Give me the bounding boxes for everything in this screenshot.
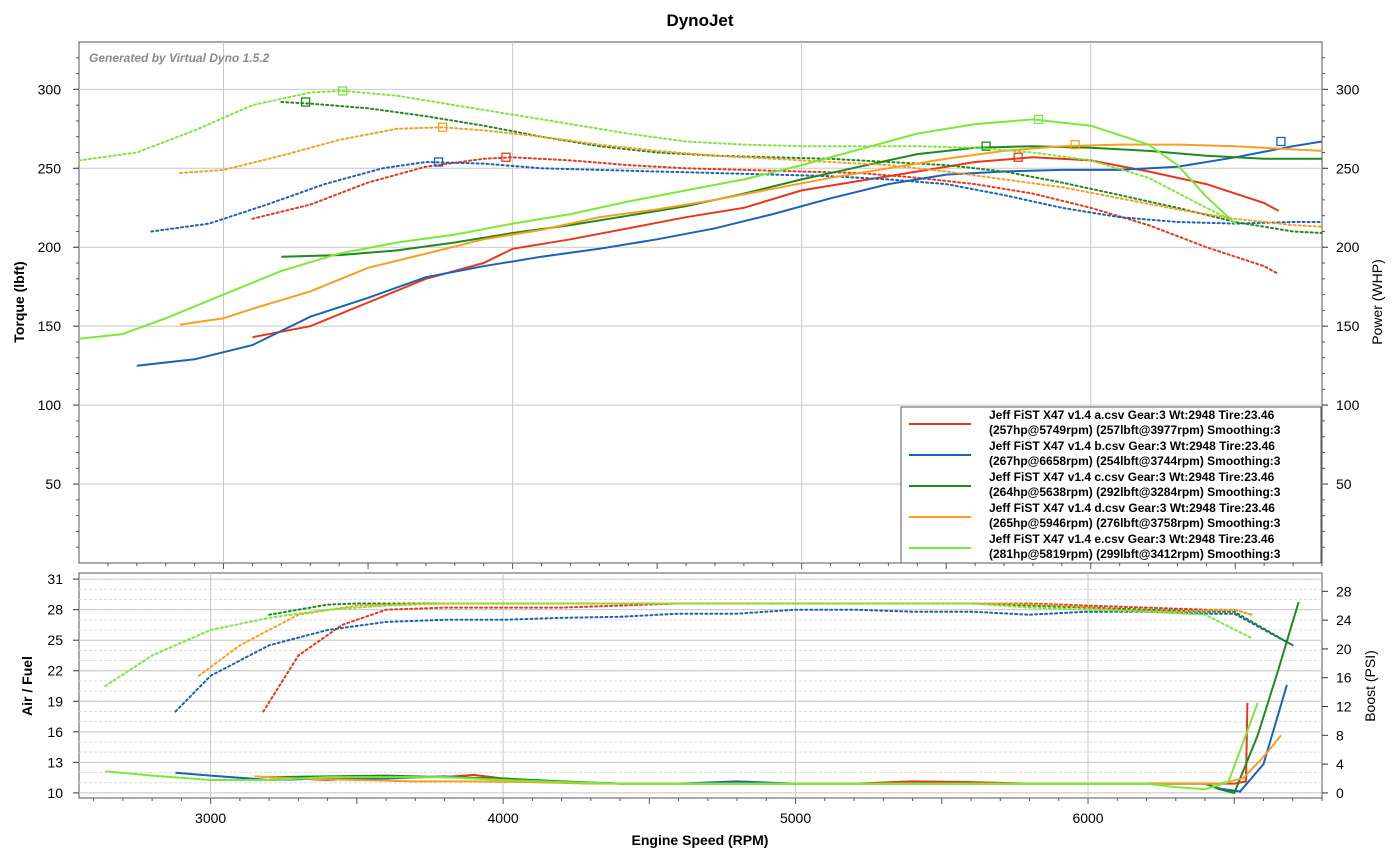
y-tick-left-200: 200: [38, 239, 62, 255]
torque-line-e: [78, 89, 1237, 223]
top-ticks: 50 50 100 100 150 150 200 200 250 250 300 300: [38, 57, 1360, 569]
y-tick-right-50: 50: [1336, 476, 1352, 492]
torque-power-panel: 50 50 100 100 150 150 200 200 250 250 300 300 Gener…: [11, 41, 1385, 569]
peak-marker-a-1: [1013, 152, 1023, 162]
legend-label-c: Jeff FiST X47 v1.4 c.csv Gear:3 Wt:2948 …: [989, 470, 1275, 484]
afr-line-e: [104, 602, 1253, 687]
bottom-ticks: 10 13 16 19 22 25 28 31 0 4 8 12 16 20 24 28 3000 4000 500…: [47, 571, 1351, 826]
power-line-b: [136, 140, 1323, 367]
x-tick-5000: 5000: [780, 810, 811, 826]
boost-tick-28: 28: [1336, 583, 1352, 599]
y-tick-left-50: 50: [45, 476, 61, 492]
legend-label-a: Jeff FiST X47 v1.4 a.csv Gear:3 Wt:2948 …: [989, 408, 1275, 422]
boost-line-e: [105, 702, 1259, 791]
boost-tick-4: 4: [1336, 756, 1344, 772]
y-label-power: Power (WHP): [1369, 259, 1385, 345]
peak-marker-d-0: [437, 122, 448, 132]
legend-label-b: Jeff FiST X47 v1.4 b.csv Gear:3 Wt:2948 …: [989, 439, 1275, 453]
peak-marker-b-0: [433, 157, 444, 167]
afr-tick-25: 25: [47, 632, 63, 648]
peak-marker-c-1: [981, 141, 991, 151]
y-tick-right-300: 300: [1336, 81, 1360, 97]
legend-peaks-a: (257hp@5749rpm) (257lbft@3977rpm) Smooth…: [989, 423, 1281, 437]
bottom-lines: [104, 601, 1300, 795]
chart-title: DynoJet: [666, 11, 733, 30]
boost-tick-16: 16: [1336, 670, 1352, 686]
afr-line-b: [174, 608, 1294, 713]
y-label-boost: Boost (PSI): [1362, 650, 1378, 722]
torque-line-c: [280, 101, 1323, 234]
torque-line-d: [179, 126, 1323, 228]
y-tick-right-100: 100: [1336, 397, 1360, 413]
afr-tick-22: 22: [47, 663, 63, 679]
power-line-e: [78, 118, 1236, 340]
peak-marker-c-0: [300, 97, 311, 107]
legend-peaks-c: (264hp@5638rpm) (292lbft@3284rpm) Smooth…: [989, 485, 1281, 499]
power-line-c: [281, 145, 1322, 258]
x-tick-6000: 6000: [1072, 810, 1103, 826]
y-label-torque: Torque (lbft): [11, 261, 27, 342]
y-tick-left-150: 150: [38, 318, 62, 334]
legend-peaks-e: (281hp@5819rpm) (299lbft@3412rpm) Smooth…: [989, 547, 1281, 561]
boost-tick-24: 24: [1336, 612, 1352, 628]
legend-label-d: Jeff FiST X47 v1.4 d.csv Gear:3 Wt:2948 …: [989, 501, 1275, 515]
top-lines: [78, 86, 1323, 367]
torque-line-b: [150, 160, 1323, 233]
y-tick-right-150: 150: [1336, 318, 1360, 334]
boost-tick-20: 20: [1336, 641, 1352, 657]
afr-boost-panel: 10 13 16 19 22 25 28 31 0 4 8 12 16 20 24 28 3000 4000 500…: [19, 571, 1378, 848]
afr-tick-16: 16: [47, 724, 63, 740]
legend-peaks-d: (265hp@5946rpm) (276lbft@3758rpm) Smooth…: [989, 516, 1281, 530]
afr-tick-28: 28: [47, 602, 63, 618]
afr-tick-13: 13: [47, 754, 63, 770]
peak-marker-d-1: [1070, 139, 1080, 150]
watermark: Generated by Virtual Dyno 1.5.2: [89, 51, 270, 65]
peak-marker-b-1: [1276, 136, 1286, 147]
legend-peaks-b: (267hp@6658rpm) (254lbft@3744rpm) Smooth…: [989, 454, 1281, 468]
afr-tick-19: 19: [47, 693, 63, 709]
boost-tick-0: 0: [1336, 785, 1344, 801]
legend-label-e: Jeff FiST X47 v1.4 e.csv Gear:3 Wt:2948 …: [989, 532, 1275, 546]
y-tick-right-250: 250: [1336, 160, 1360, 176]
x-tick-3000: 3000: [195, 810, 226, 826]
x-label-rpm: Engine Speed (RPM): [632, 832, 769, 848]
y-tick-left-250: 250: [38, 160, 62, 176]
boost-tick-12: 12: [1336, 699, 1352, 715]
peak-marker-e-0: [337, 86, 348, 96]
afr-tick-31: 31: [47, 571, 63, 587]
legend: Jeff FiST X47 v1.4 a.csv Gear:3 Wt:2948 …: [900, 406, 1322, 564]
peak-marker-a-0: [501, 152, 511, 162]
peak-marker-e-1: [1033, 114, 1044, 125]
boost-tick-8: 8: [1336, 727, 1344, 743]
y-tick-left-100: 100: [38, 397, 62, 413]
afr-line-d: [197, 602, 1253, 677]
x-tick-4000: 4000: [488, 810, 519, 826]
y-label-afr: Air / Fuel: [19, 656, 35, 716]
y-tick-right-200: 200: [1336, 239, 1360, 255]
y-tick-left-300: 300: [38, 81, 62, 97]
afr-tick-10: 10: [47, 785, 63, 801]
